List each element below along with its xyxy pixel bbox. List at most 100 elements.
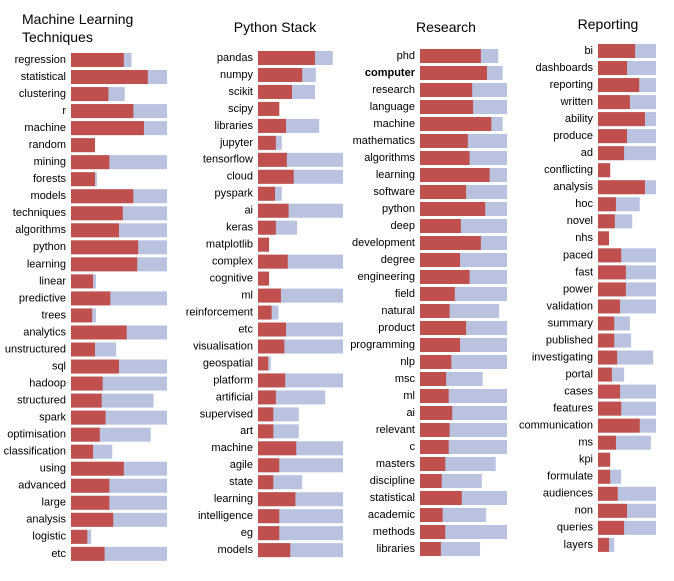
- bar: [258, 135, 276, 150]
- category-label: cognitive: [210, 273, 253, 285]
- category-label: art: [240, 425, 253, 437]
- panel-title: Python Stack: [233, 19, 317, 35]
- bar: [420, 134, 468, 148]
- category-label: models: [218, 544, 254, 556]
- category-label: ai: [406, 407, 415, 419]
- bar: [71, 70, 148, 85]
- bar: [71, 189, 134, 204]
- bar: [420, 372, 447, 386]
- bar: [258, 152, 287, 167]
- category-label: large: [42, 497, 66, 509]
- bar: [598, 129, 627, 144]
- bar: [420, 100, 474, 114]
- category-label: academic: [368, 509, 416, 521]
- category-label: analytics: [23, 326, 66, 338]
- category-label: relevant: [376, 424, 415, 436]
- category-label: advanced: [18, 480, 66, 492]
- category-label: novel: [567, 215, 593, 227]
- category-label: classification: [4, 446, 66, 458]
- bar: [598, 316, 615, 331]
- panel-title: Research: [416, 19, 476, 35]
- bar: [71, 512, 114, 527]
- bar: [420, 83, 473, 97]
- category-label: product: [378, 322, 415, 334]
- bar: [598, 401, 622, 416]
- category-label: nlp: [400, 356, 415, 368]
- category-label: degree: [381, 254, 415, 266]
- category-label: layers: [564, 539, 594, 551]
- bar: [420, 440, 449, 454]
- category-label: numpy: [220, 69, 254, 81]
- category-label: produce: [553, 130, 593, 142]
- bar: [71, 257, 138, 272]
- bar: [420, 321, 467, 335]
- category-label: ms: [578, 437, 593, 449]
- category-label: learning: [214, 493, 253, 505]
- bar: [420, 253, 461, 267]
- bar: [258, 169, 294, 184]
- panel-title-box: Reporting: [577, 16, 639, 32]
- category-label: published: [546, 334, 593, 346]
- category-label: mathematics: [353, 135, 416, 147]
- category-label: reinforcement: [186, 306, 253, 318]
- bar: [420, 117, 492, 131]
- category-label: eg: [241, 527, 253, 539]
- bar: [598, 537, 610, 552]
- bar: [258, 407, 274, 422]
- bar: [420, 508, 443, 522]
- category-label: structured: [17, 395, 66, 407]
- category-label: ml: [241, 289, 253, 301]
- bar: [71, 206, 123, 221]
- bar: [420, 304, 450, 318]
- bar: [420, 219, 461, 233]
- category-label: forests: [33, 173, 67, 185]
- bar: [258, 492, 296, 507]
- bar: [71, 376, 103, 391]
- bar: [258, 322, 287, 337]
- panel-title: Reporting: [577, 16, 639, 32]
- bar: [420, 491, 462, 505]
- bar: [71, 291, 111, 306]
- bar: [258, 51, 315, 65]
- category-label: kpi: [579, 454, 593, 466]
- bar: [420, 49, 481, 63]
- category-label: dashboards: [536, 62, 594, 74]
- bar: [598, 95, 630, 110]
- bar: [71, 308, 93, 323]
- category-label: learning: [376, 169, 415, 181]
- bar: [71, 427, 100, 442]
- bar: [258, 424, 274, 439]
- category-label: analysis: [26, 514, 66, 526]
- bar: [258, 84, 292, 99]
- category-label: machine: [211, 442, 253, 454]
- bar: [598, 435, 616, 450]
- category-label: r: [62, 105, 66, 117]
- category-label: ml: [403, 390, 415, 402]
- bar: [598, 299, 621, 314]
- category-label: deep: [391, 220, 415, 232]
- bar: [258, 101, 280, 116]
- category-label: ad: [581, 147, 593, 159]
- category-label: python: [382, 203, 415, 215]
- category-label: c: [410, 441, 416, 453]
- category-label: libraries: [376, 543, 415, 555]
- bar: [598, 265, 626, 280]
- category-label: masters: [376, 458, 416, 470]
- bar: [258, 203, 289, 218]
- category-label: scipy: [228, 103, 254, 115]
- category-label: trees: [42, 309, 67, 321]
- category-label: supervised: [200, 408, 253, 420]
- bar: [420, 66, 487, 80]
- bar: [71, 444, 94, 459]
- category-label: logistic: [32, 531, 66, 543]
- bar: [598, 61, 627, 76]
- bar: [71, 342, 95, 357]
- bar: [71, 495, 110, 510]
- bar: [598, 469, 611, 484]
- bar: [598, 486, 618, 501]
- category-label: machine: [24, 122, 66, 134]
- category-label: techniques: [13, 207, 67, 219]
- bar: [598, 44, 636, 58]
- category-label: artificial: [216, 391, 253, 403]
- bar: [258, 288, 281, 303]
